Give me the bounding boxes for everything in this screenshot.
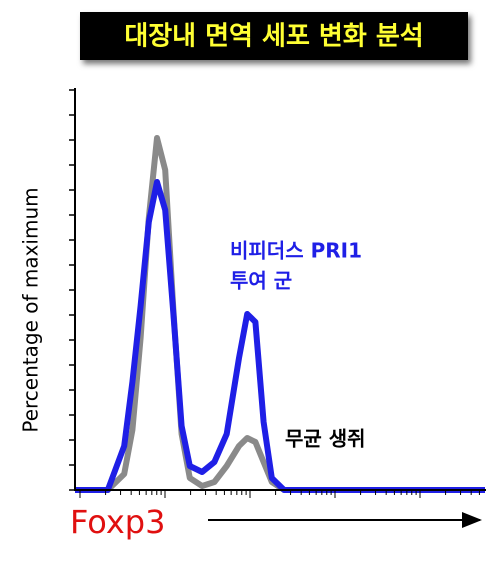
chart-title: 대장내 면역 세포 변화 분석 — [124, 22, 423, 52]
series-label: 비피더스 PRI1 — [230, 239, 362, 263]
series-label: 무균 생쥐 — [285, 427, 366, 451]
y-axis-label: Percentage of maximum — [19, 187, 43, 432]
series-line — [75, 135, 485, 493]
plot-area — [75, 135, 485, 493]
axis-ticks — [69, 89, 480, 498]
x-axis-label: Foxp3 — [70, 503, 165, 541]
series-label: 투여 군 — [230, 269, 292, 293]
series-line — [75, 179, 485, 493]
title-box — [80, 12, 468, 60]
